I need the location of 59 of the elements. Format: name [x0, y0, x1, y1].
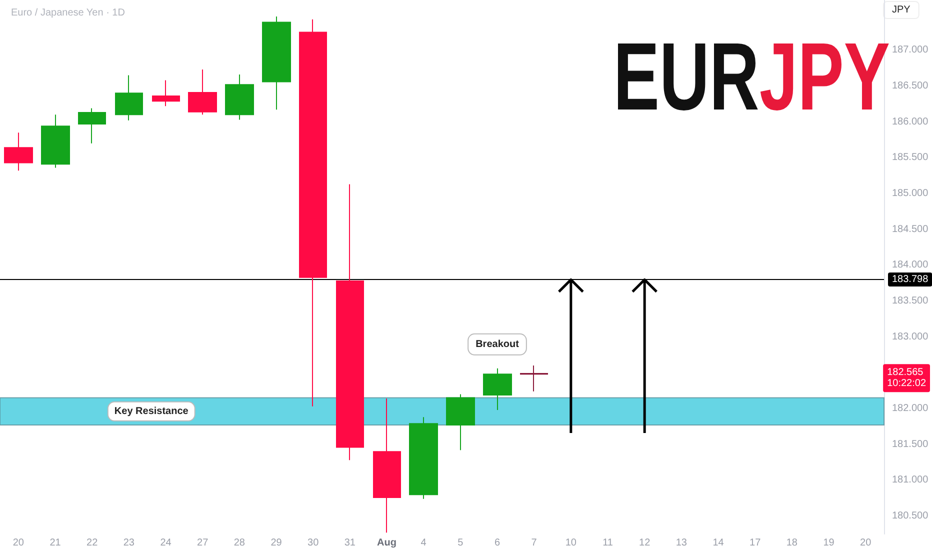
candlestick [299, 18, 327, 407]
x-tick-label: 11 [602, 538, 614, 548]
annotation: Breakout [476, 338, 520, 350]
y-axis-title: JPY [892, 4, 911, 16]
y-tick-label: 183.500 [892, 296, 929, 307]
x-tick-label: 19 [823, 538, 835, 548]
candlestick [115, 74, 143, 121]
x-tick-label: 20 [860, 538, 872, 548]
y-tick-label: 187.000 [892, 44, 929, 56]
x-tick-label: 24 [160, 538, 172, 548]
x-tick-label: 30 [308, 538, 320, 548]
x-tick-label: Aug [377, 538, 396, 548]
x-tick-label: 5 [458, 538, 464, 548]
candlestick [41, 114, 70, 168]
text: Euro / Japanese Yen · 1D [11, 8, 125, 18]
candlestick [262, 16, 291, 110]
candlestick [409, 416, 438, 500]
y-tick-label: 182.000 [892, 403, 929, 414]
y-tick-label: 186.000 [892, 116, 929, 128]
candlestick [225, 74, 254, 120]
x-tick-label: 28 [234, 538, 246, 548]
y-tick-label: 184.000 [892, 260, 929, 271]
candlestick [78, 108, 106, 144]
x-tick-label: 13 [676, 538, 688, 548]
candlestick [520, 365, 548, 392]
x-tick-label: 17 [750, 538, 762, 548]
y-tick-label: 180.500 [892, 510, 929, 522]
x-tick-label: 7 [531, 538, 538, 548]
x-tick-label: 22 [86, 538, 98, 548]
x-tick-label: 4 [420, 538, 427, 548]
x-tick-label: 10 [565, 538, 577, 548]
y-tick-label: 184.500 [892, 224, 929, 235]
x-tick-label: 21 [50, 538, 62, 548]
chart-subtitle: EURJPY [613, 22, 890, 130]
ref-line-label: 183.798 [892, 274, 929, 286]
x-tick-label: 18 [786, 538, 798, 548]
x-tick-label: 6 [494, 538, 500, 548]
candlestick [336, 184, 364, 461]
x-tick-label: 14 [712, 538, 724, 548]
x-tick-label: 29 [270, 538, 282, 548]
candlestick [446, 394, 475, 451]
text: 182.565 10:22:02 [887, 367, 926, 390]
x-tick-label: 23 [123, 538, 135, 548]
candlestick [152, 80, 180, 107]
candlestick [373, 398, 401, 534]
x-tick-label: 20 [12, 538, 24, 548]
x-tick-label: 31 [344, 538, 356, 548]
y-tick-label: 181.500 [892, 438, 929, 450]
x-tick-label: 12 [639, 538, 651, 548]
x-tick-label: 27 [197, 538, 209, 548]
y-tick-label: 185.000 [892, 188, 929, 200]
candlestick [188, 69, 217, 116]
y-tick-label: 181.000 [892, 474, 929, 486]
y-tick-label: 183.000 [892, 331, 929, 342]
candlestick [483, 368, 512, 410]
y-tick-label: 185.500 [892, 152, 929, 164]
band-label: Key Resistance [114, 406, 189, 417]
y-tick-label: 186.500 [892, 80, 929, 92]
candlestick [4, 132, 33, 172]
